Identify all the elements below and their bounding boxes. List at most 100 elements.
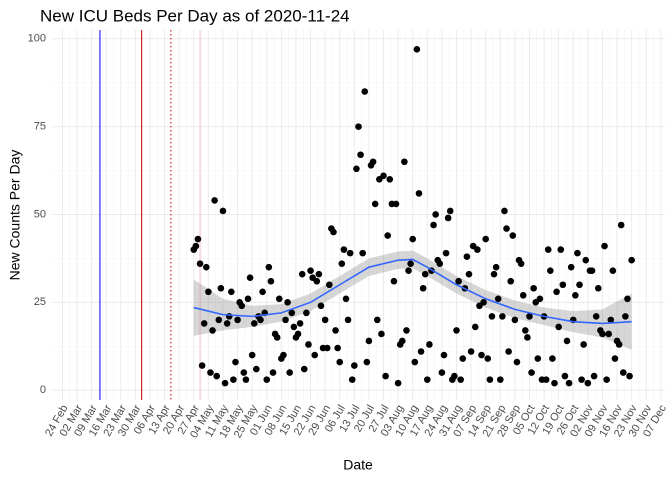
point [353,165,360,173]
point [584,379,592,387]
point [321,316,329,324]
y-tick-label: 50 [34,208,46,220]
point [198,362,206,369]
point [282,316,289,324]
point [257,316,264,324]
point [357,151,364,159]
point [503,225,510,232]
point [351,362,358,369]
point [455,277,462,285]
point [534,355,542,362]
point [392,200,400,208]
point [482,235,489,243]
point [384,232,391,239]
point [294,330,302,338]
point [202,263,210,271]
point [378,330,385,338]
point [219,207,227,215]
y-tick-label: 100 [28,33,46,45]
point [200,320,208,327]
point [263,376,271,383]
point [490,270,498,278]
point [517,260,525,267]
point [465,270,473,278]
point [484,355,492,362]
point [513,358,521,366]
point [340,246,348,253]
point [536,295,544,303]
point [574,249,581,257]
point [617,221,625,229]
point [250,320,258,327]
point [359,249,366,257]
point [313,277,321,285]
point [411,358,419,366]
point [492,263,500,271]
point [232,358,239,366]
point [403,327,410,334]
point [474,246,481,253]
point [438,369,446,376]
point [407,260,414,267]
point [624,295,631,303]
point [315,270,323,278]
point [417,348,425,355]
point [522,327,529,334]
point [599,330,606,338]
point [582,256,590,264]
point [307,267,314,274]
point [305,341,312,348]
point [365,337,373,345]
point [303,309,310,317]
point [528,369,535,376]
point [338,260,346,267]
point [519,291,527,299]
point [446,207,454,215]
point [494,295,502,303]
point [526,313,533,320]
point [373,316,381,324]
point [607,316,615,324]
point [209,327,216,334]
point [451,372,458,380]
point [317,302,325,310]
point [401,158,408,166]
point [382,372,389,380]
point [559,281,567,289]
point [511,316,519,324]
point [300,365,308,373]
point [499,313,506,320]
point [524,334,531,341]
point [436,260,444,267]
point [348,376,356,383]
point [332,327,339,334]
point [363,358,371,366]
point [221,379,229,387]
point [215,316,223,324]
point [457,376,464,383]
point [549,355,556,362]
point [563,337,571,345]
point [228,288,235,296]
point [246,274,254,282]
point [424,376,431,383]
point [507,277,515,285]
point [442,249,450,257]
point [211,197,218,204]
point [380,172,387,180]
point [409,235,417,243]
point [275,295,283,303]
point [615,341,623,348]
point [486,376,494,383]
point [530,284,537,292]
point [467,348,475,355]
point [432,211,439,218]
point [344,316,352,324]
point [336,358,344,366]
point [459,355,467,362]
point [286,369,293,376]
point [592,313,600,320]
point [567,263,575,271]
point [557,246,565,253]
